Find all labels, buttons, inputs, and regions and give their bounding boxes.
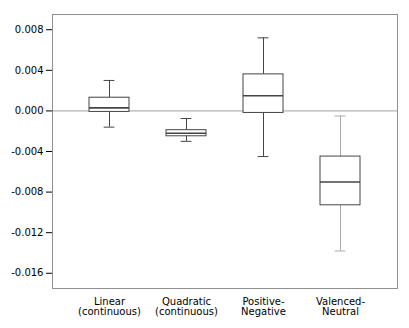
svg-text:Valenced-Neutral: Valenced-Neutral [316, 296, 365, 317]
svg-text:0.000: 0.000 [15, 105, 44, 116]
svg-text:0.008: 0.008 [15, 24, 44, 35]
svg-text:-0.004: -0.004 [11, 146, 43, 157]
svg-text:0.004: 0.004 [15, 65, 44, 76]
svg-text:-0.016: -0.016 [11, 267, 43, 278]
svg-text:-0.012: -0.012 [11, 227, 43, 238]
svg-text:-0.008: -0.008 [11, 186, 43, 197]
svg-text:Positive-Negative: Positive-Negative [241, 296, 286, 317]
svg-text:Quadratic(continuous): Quadratic(continuous) [155, 296, 218, 317]
svg-text:Linear(continuous): Linear(continuous) [78, 296, 141, 317]
